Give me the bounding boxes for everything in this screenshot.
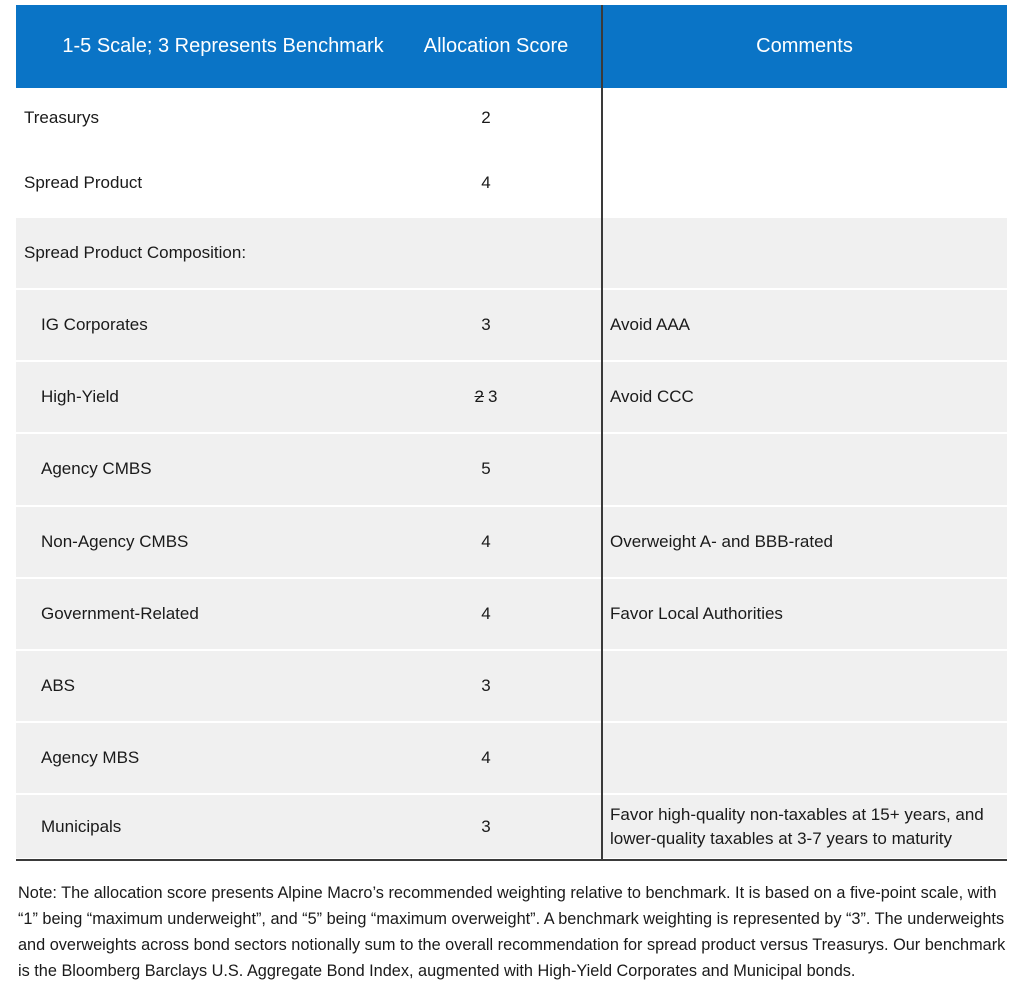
row-score: 5 <box>410 434 562 504</box>
header-cell: 1-5 Scale; 3 Represents Benchmark <box>16 5 430 88</box>
row-bg <box>16 362 1007 433</box>
row-score: 4 <box>410 507 562 577</box>
row-label: High-Yield <box>41 387 119 407</box>
row-score: 4 <box>410 723 562 793</box>
column-divider <box>601 5 603 861</box>
score: 3 <box>488 387 498 407</box>
score: 5 <box>481 459 491 479</box>
bottom-rule <box>16 859 1007 862</box>
row-label: Municipals <box>41 816 122 836</box>
row-score: 3 <box>410 651 562 721</box>
score: 2 <box>481 108 491 127</box>
row-bg <box>16 723 1007 794</box>
row-score: 4 <box>410 150 562 216</box>
header-cell: Comments <box>602 5 1007 88</box>
row-score: 3 <box>410 795 562 858</box>
row-label: Government-Related <box>41 603 199 623</box>
row-comment: Favor Local Authorities <box>610 603 783 623</box>
row-label: Spread Product <box>24 173 143 192</box>
row-comment: Favor high-quality non-taxables at 15+ y… <box>610 804 984 848</box>
score: 4 <box>481 531 491 551</box>
score: 4 <box>481 173 491 192</box>
row-bg <box>16 795 1007 859</box>
row-comment: Avoid CCC <box>610 387 694 407</box>
score: 3 <box>481 816 491 836</box>
row-score: 2 <box>410 88 562 148</box>
score: 4 <box>481 603 491 623</box>
note: Note: The allocation score presents Alpi… <box>18 884 1006 980</box>
row-label: Agency CMBS <box>41 459 152 479</box>
score: 4 <box>481 748 491 768</box>
row-label: Non-Agency CMBS <box>41 531 189 551</box>
struck-score: 2 <box>474 387 484 407</box>
row-bg <box>16 651 1007 722</box>
row-bg <box>16 218 1007 288</box>
row-label: IG Corporates <box>41 315 148 335</box>
row-score: 4 <box>410 579 562 649</box>
score: 3 <box>481 676 491 696</box>
row-comment: Overweight A- and BBB-rated <box>610 531 834 551</box>
row-label: ABS <box>41 676 76 696</box>
row-label: Agency MBS <box>41 748 140 768</box>
row-bg <box>16 290 1007 361</box>
row-label: Treasurys <box>24 108 99 127</box>
row-bg <box>16 506 1007 577</box>
composition-title: Spread Product Composition: <box>24 243 247 262</box>
row-comment: Avoid AAA <box>610 315 691 335</box>
row-bg <box>16 578 1007 649</box>
row-bg <box>16 434 1007 505</box>
score: 3 <box>481 315 491 335</box>
header-cell: Allocation Score <box>390 5 602 88</box>
row-score: 3 <box>410 290 562 360</box>
